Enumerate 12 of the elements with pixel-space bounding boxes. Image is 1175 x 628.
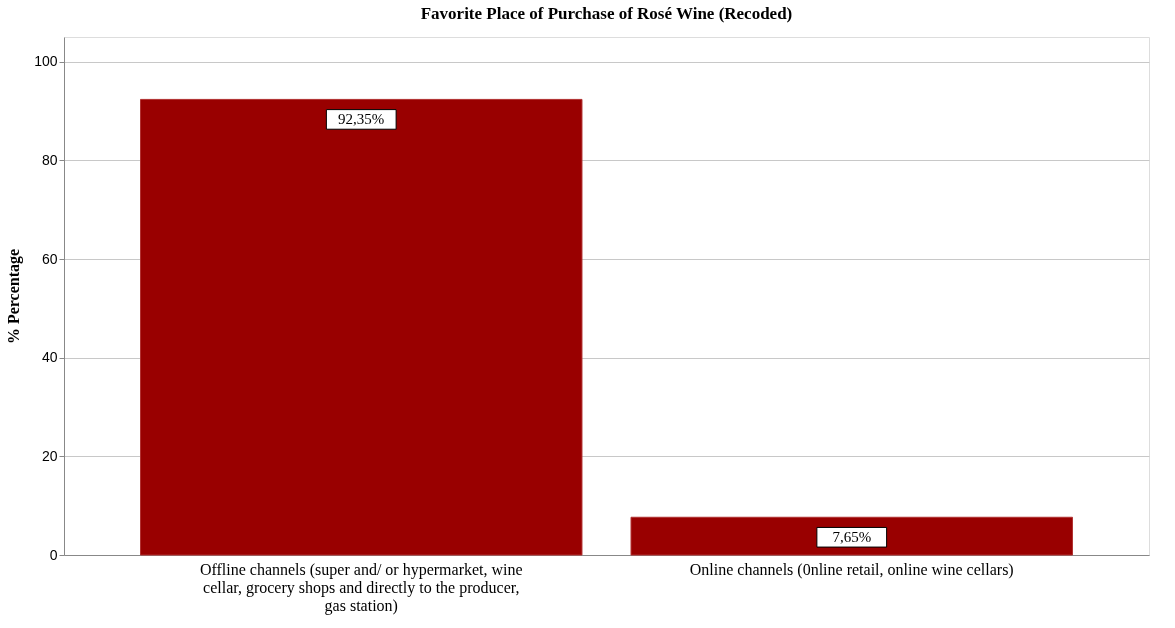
y-tick-label: 60 <box>41 250 58 267</box>
chart-title: Favorite Place of Purchase of Rosé Wine (Recoded) <box>420 4 793 23</box>
data-label: 92,35% <box>338 111 385 128</box>
y-tick-label: 100 <box>34 53 58 70</box>
data-label: 7,65% <box>832 529 872 546</box>
x-tick-label: Offline channels (super and/ or hypermarket, wine cellar, grocery shops and directly to the producer, gas station) <box>199 560 523 615</box>
y-tick-label: 40 <box>41 349 58 366</box>
y-tick-label: 80 <box>41 151 58 168</box>
x-tick-label: Online channels (0nline retail, online wine cellars) <box>689 560 1014 579</box>
y-tick-label: 0 <box>49 546 58 563</box>
y-axis-title: % Percentage <box>5 248 24 345</box>
y-tick-label: 20 <box>41 447 58 464</box>
